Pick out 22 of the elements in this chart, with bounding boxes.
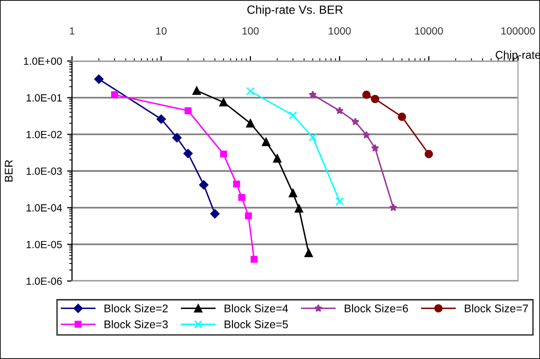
y-axis-title: BER <box>4 160 13 182</box>
y-tick-label: 1.0E-06 <box>26 278 62 285</box>
legend-label: Block Size=3 <box>104 320 168 328</box>
legend-label: Block Size=6 <box>344 304 408 312</box>
chart-title: Chip-rate Vs. BER <box>247 5 343 16</box>
y-tick-label: 1.0E-05 <box>26 240 62 248</box>
legend-label: Block Size=5 <box>224 320 288 328</box>
y-tick-label: 1.0E-03 <box>26 168 62 175</box>
x-tick-label: 100 <box>242 27 259 35</box>
y-tick-label: 1.0E-04 <box>26 204 62 212</box>
y-tick-label: 1.0E-01 <box>26 94 62 102</box>
x-tick-label: 10000 <box>415 27 443 35</box>
y-tick-label: 1.0E+00 <box>24 58 62 65</box>
x-tick-label: 1000 <box>328 27 351 35</box>
legend-label: Block Size=7 <box>464 304 528 312</box>
y-tick-label: 1.0E-02 <box>26 130 62 138</box>
legend-label: Block Size=4 <box>224 304 288 312</box>
x-tick-label: 100000 <box>501 27 535 35</box>
x-tick-label: 1 <box>70 27 74 35</box>
x-axis-title: Chip-rate <box>496 50 540 61</box>
legend-label: Block Size=2 <box>104 304 168 312</box>
x-tick-label: 10 <box>156 27 167 35</box>
